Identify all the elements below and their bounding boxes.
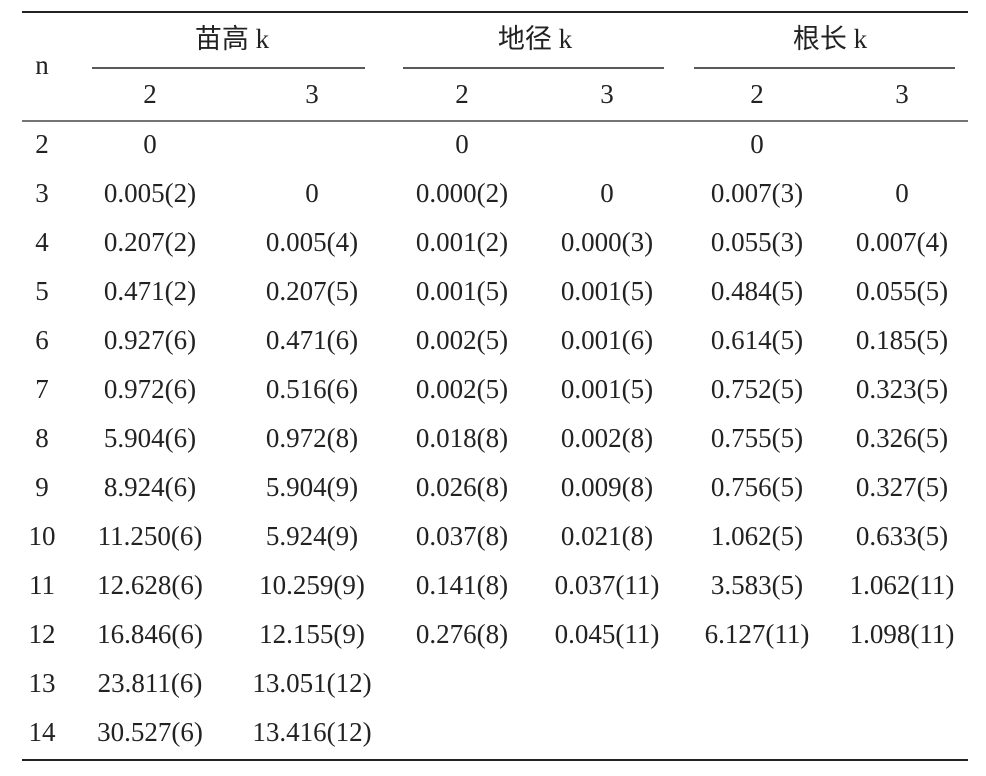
cell: 0.276(8)	[416, 619, 508, 649]
row-label: 9	[35, 472, 49, 502]
cell: 0.018(8)	[416, 423, 508, 453]
cell: 0.021(8)	[561, 521, 653, 551]
cell: 0.326(5)	[856, 423, 948, 453]
cell: 0.009(8)	[561, 472, 653, 502]
cell: 0.001(6)	[561, 325, 653, 355]
cell: 0.471(6)	[266, 325, 358, 355]
cell: 12.155(9)	[259, 619, 365, 649]
cell: 0.327(5)	[856, 472, 948, 502]
cell: 0	[895, 178, 909, 208]
cell: 0.471(2)	[104, 276, 196, 306]
row-label: 2	[35, 129, 49, 159]
cell: 0.005(2)	[104, 178, 196, 208]
row-label: 13	[29, 668, 56, 698]
cell: 0.323(5)	[856, 374, 948, 404]
row-label: 12	[29, 619, 56, 649]
corner-header: n	[35, 50, 49, 80]
sub-header: 3	[600, 79, 614, 109]
cell: 0	[750, 129, 764, 159]
cell: 0.484(5)	[711, 276, 803, 306]
cell: 0.002(5)	[416, 374, 508, 404]
cell: 30.527(6)	[97, 717, 203, 747]
sub-header: 3	[305, 79, 319, 109]
cell: 1.098(11)	[850, 619, 955, 649]
cell: 0.007(4)	[856, 227, 948, 257]
cell: 0.007(3)	[711, 178, 803, 208]
cell: 0.614(5)	[711, 325, 803, 355]
cell: 12.628(6)	[97, 570, 203, 600]
cell: 10.259(9)	[259, 570, 365, 600]
cell: 0.005(4)	[266, 227, 358, 257]
cell: 0.055(3)	[711, 227, 803, 257]
cell: 13.051(12)	[252, 668, 371, 698]
cell: 0.972(8)	[266, 423, 358, 453]
cell: 0.633(5)	[856, 521, 948, 551]
cell: 0	[455, 129, 469, 159]
group-header: 地径 k	[498, 24, 573, 54]
cell: 0.752(5)	[711, 374, 803, 404]
cell: 1.062(5)	[711, 521, 803, 551]
cell: 8.924(6)	[104, 472, 196, 502]
cell: 16.846(6)	[97, 619, 203, 649]
row-label: 6	[35, 325, 49, 355]
sub-header: 2	[143, 79, 157, 109]
cell: 0.207(2)	[104, 227, 196, 257]
group-header: 根长 k	[793, 24, 868, 54]
cell: 0.045(11)	[555, 619, 660, 649]
cell: 0.055(5)	[856, 276, 948, 306]
cell: 0.000(2)	[416, 178, 508, 208]
cell: 5.904(9)	[266, 472, 358, 502]
cell: 0.927(6)	[104, 325, 196, 355]
cell: 6.127(11)	[705, 619, 810, 649]
cell: 13.416(12)	[252, 717, 371, 747]
sub-header: 2	[750, 79, 764, 109]
cell: 0.755(5)	[711, 423, 803, 453]
cell: 11.250(6)	[98, 521, 203, 551]
cell: 23.811(6)	[98, 668, 203, 698]
cell: 5.904(6)	[104, 423, 196, 453]
group-header: 苗高 k	[195, 24, 270, 54]
cell: 0	[600, 178, 614, 208]
cell: 0.000(3)	[561, 227, 653, 257]
cell: 0.972(6)	[104, 374, 196, 404]
cell: 0.141(8)	[416, 570, 508, 600]
cell: 0.001(2)	[416, 227, 508, 257]
cell: 0.185(5)	[856, 325, 948, 355]
row-label: 5	[35, 276, 49, 306]
row-label: 10	[29, 521, 56, 551]
cell: 0.037(11)	[555, 570, 660, 600]
cell: 5.924(9)	[266, 521, 358, 551]
cell: 0.002(5)	[416, 325, 508, 355]
row-label: 4	[35, 227, 49, 257]
row-label: 11	[29, 570, 55, 600]
cell: 0	[305, 178, 319, 208]
sub-header: 3	[895, 79, 909, 109]
row-label: 14	[29, 717, 57, 747]
cell: 0.756(5)	[711, 472, 803, 502]
cell: 0.516(6)	[266, 374, 358, 404]
cell: 3.583(5)	[711, 570, 803, 600]
cell: 0.207(5)	[266, 276, 358, 306]
cell: 1.062(11)	[850, 570, 955, 600]
cell: 0	[143, 129, 157, 159]
cell: 0.001(5)	[416, 276, 508, 306]
row-label: 8	[35, 423, 49, 453]
cell: 0.001(5)	[561, 374, 653, 404]
row-label: 7	[35, 374, 49, 404]
cell: 0.001(5)	[561, 276, 653, 306]
cell: 0.002(8)	[561, 423, 653, 453]
row-label: 3	[35, 178, 49, 208]
sub-header: 2	[455, 79, 469, 109]
cell: 0.037(8)	[416, 521, 508, 551]
cell: 0.026(8)	[416, 472, 508, 502]
